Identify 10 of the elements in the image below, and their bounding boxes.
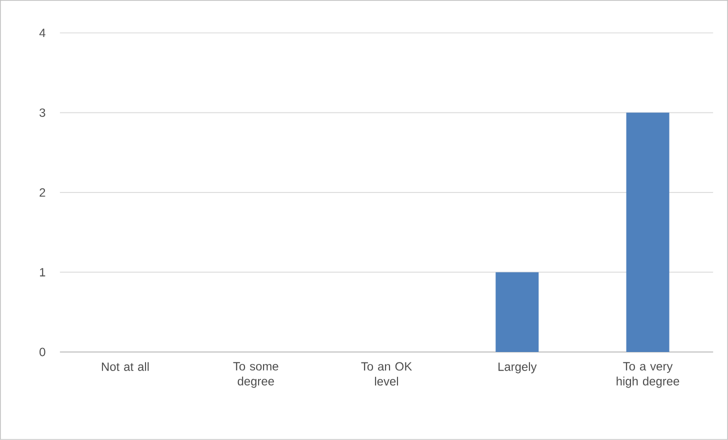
y-tick-label: 2 <box>40 188 46 197</box>
x-tick-label: Largely <box>498 362 537 374</box>
x-tick-label: To an OK level <box>361 362 412 386</box>
y-tick-label: 4 <box>39 28 46 38</box>
y-tick-label: 1 <box>40 268 46 276</box>
y-tick-label: 0 <box>40 348 46 356</box>
x-tick-label: Not at all <box>102 362 149 371</box>
x-tick-label: To some degree <box>233 362 278 388</box>
y-tick-label: 3 <box>40 108 46 117</box>
x-tick-label: To a very high degree <box>616 362 680 388</box>
